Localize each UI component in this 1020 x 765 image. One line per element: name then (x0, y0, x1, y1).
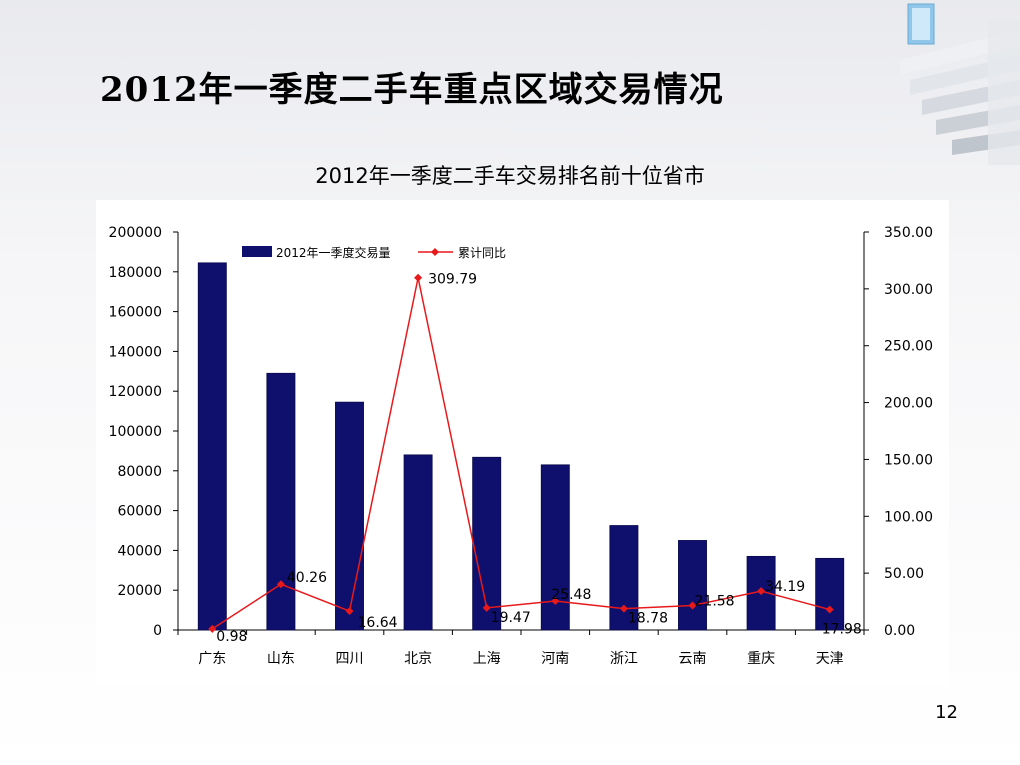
line-data-label: 40.26 (287, 570, 327, 586)
y-right-tick-label: 350.00 (884, 225, 933, 241)
x-tick-label: 北京 (404, 651, 432, 667)
bar (678, 540, 707, 631)
line-data-label: 309.79 (428, 272, 477, 288)
line-data-label: 18.78 (628, 611, 668, 627)
bar (540, 464, 570, 631)
bar (403, 454, 433, 631)
x-tick-label: 浙江 (610, 651, 638, 667)
x-tick-label: 广东 (198, 651, 226, 667)
x-tick-label: 山东 (267, 651, 295, 667)
line-data-label: 17.98 (822, 622, 862, 638)
slide-title: 2012年一季度二手车重点区域交易情况 (100, 70, 724, 110)
page-number: 12 (935, 702, 958, 723)
line-point (276, 580, 285, 589)
line-data-label: 34.19 (765, 579, 805, 595)
y-left-tick-label: 20000 (117, 583, 162, 599)
y-left-tick-label: 100000 (109, 424, 162, 440)
y-right-tick-label: 100.00 (884, 509, 933, 525)
series-line (211, 277, 830, 630)
line-point (345, 607, 354, 616)
staircase-decoration (900, 3, 1020, 165)
line-point (825, 605, 834, 614)
line-data-label: 21.58 (695, 593, 735, 609)
x-tick-label: 河南 (541, 651, 569, 667)
x-tick-label: 四川 (336, 651, 364, 667)
x-tick-label: 重庆 (747, 651, 775, 667)
y-right-tick-label: 300.00 (884, 282, 933, 298)
y-left-tick-label: 120000 (109, 384, 162, 400)
line-point (482, 603, 491, 612)
y-left-tick-label: 80000 (117, 464, 162, 480)
y-left-tick-label: 140000 (109, 344, 162, 360)
y-left-tick-label: 60000 (117, 504, 162, 520)
x-tick-label: 上海 (473, 651, 501, 667)
legend-label-line: 累计同比 (458, 246, 506, 260)
y-right-tick-label: 200.00 (884, 396, 933, 412)
combo-chart: 0 20000 40000 60000 80000 100000 120000 140000 1… (109, 225, 933, 667)
line-point (414, 273, 423, 282)
y-left-tick-label: 180000 (109, 265, 162, 281)
chart-panel: 0 20000 40000 60000 80000 100000 120000 140000 1… (96, 200, 949, 685)
legend-label-bar: 2012年一季度交易量 (276, 245, 391, 260)
y-left-tick-label: 200000 (109, 225, 162, 241)
line-point (688, 601, 697, 610)
line-point (208, 624, 217, 633)
line-data-label: 16.64 (358, 615, 398, 631)
y-right-tick-label: 150.00 (884, 452, 933, 468)
x-tick-label: 天津 (816, 651, 844, 667)
line-data-label: 25.48 (551, 587, 591, 603)
y-right-tick-label: 0.00 (884, 623, 915, 639)
bar (815, 557, 845, 631)
legend-swatch-marker (431, 248, 439, 256)
line-data-label: 19.47 (491, 610, 531, 626)
y-right-tick-label: 250.00 (884, 339, 933, 355)
line-point (757, 587, 766, 596)
y-left-tick-label: 40000 (117, 543, 162, 559)
bar (335, 401, 364, 631)
line-point (619, 604, 628, 613)
x-tick-label: 云南 (679, 651, 707, 667)
bar (197, 262, 227, 631)
y-left-tick-label: 160000 (109, 305, 162, 321)
line-point (551, 597, 560, 606)
chart-title: 2012年一季度二手车交易排名前十位省市 (315, 164, 705, 188)
legend-swatch-bar (242, 246, 272, 257)
y-left-tick-label: 0 (153, 623, 162, 639)
line-data-label: 0.98 (216, 629, 247, 645)
y-right-tick-label: 50.00 (884, 566, 924, 582)
